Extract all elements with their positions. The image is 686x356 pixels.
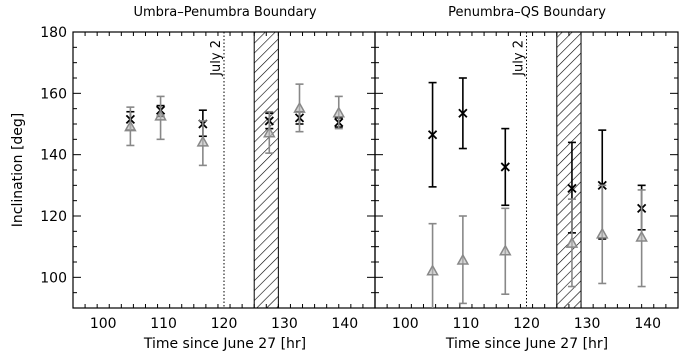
x-tick-label: 110 — [150, 316, 177, 332]
triangle-marker — [154, 109, 167, 121]
july-2-label: July 2 — [512, 40, 527, 77]
x-tick-label: 100 — [90, 316, 117, 332]
triangle-marker — [499, 244, 512, 256]
x-tick-label: 140 — [331, 316, 358, 332]
hatched-band — [556, 31, 582, 309]
triangle-marker — [565, 236, 579, 248]
hatched-band — [253, 31, 279, 309]
x-tick-label: 110 — [453, 316, 480, 332]
panel-title: Penumbra–QS Boundary — [448, 5, 606, 20]
y-tick-label: 140 — [40, 148, 67, 164]
x-axis-label: Time since June 27 [hr] — [445, 336, 608, 352]
triangle-marker — [426, 264, 439, 276]
x-tick-label: 140 — [634, 316, 661, 332]
x-marker — [427, 130, 438, 140]
july-2-label: July 2 — [209, 40, 224, 77]
x-tick-label: 120 — [211, 316, 238, 332]
triangle-marker — [196, 135, 210, 147]
umbra-penumbra-panel: Umbra–Penumbra Boundary Inclination [deg… — [10, 5, 376, 352]
x-marker — [458, 108, 468, 118]
triangle-marker — [332, 106, 346, 118]
triangle-marker — [635, 230, 648, 242]
y-tick-label: 180 — [40, 25, 67, 41]
y-tick-label: 100 — [40, 270, 67, 286]
triangle-marker — [293, 101, 306, 113]
triangle-marker — [595, 227, 609, 239]
penumbra-qs-plot: July 2 100 110 120 130 140 — [374, 31, 679, 332]
x-tick-label: 130 — [574, 316, 601, 332]
x-tick-label: 100 — [392, 316, 419, 332]
y-tick-label: 160 — [40, 86, 67, 102]
x-axis-label: Time since June 27 [hr] — [143, 336, 306, 352]
panel-title: Umbra–Penumbra Boundary — [133, 5, 316, 20]
x-tick-label: 120 — [513, 316, 540, 332]
umbra-penumbra-plot: July 2 100 110 120 130 140 100 120 140 160 180 — [40, 25, 376, 332]
x-marker — [567, 183, 577, 194]
triangle-marker — [263, 126, 276, 138]
x-tick-label: 130 — [271, 316, 298, 332]
x-marker — [500, 162, 510, 172]
triangle-marker — [456, 253, 470, 265]
y-tick-label: 120 — [40, 209, 67, 225]
penumbra-qs-panel: Penumbra–QS Boundary Time since June 27 … — [374, 5, 679, 352]
triangle-marker — [124, 120, 137, 132]
y-axis-label: Inclination [deg] — [10, 113, 26, 228]
